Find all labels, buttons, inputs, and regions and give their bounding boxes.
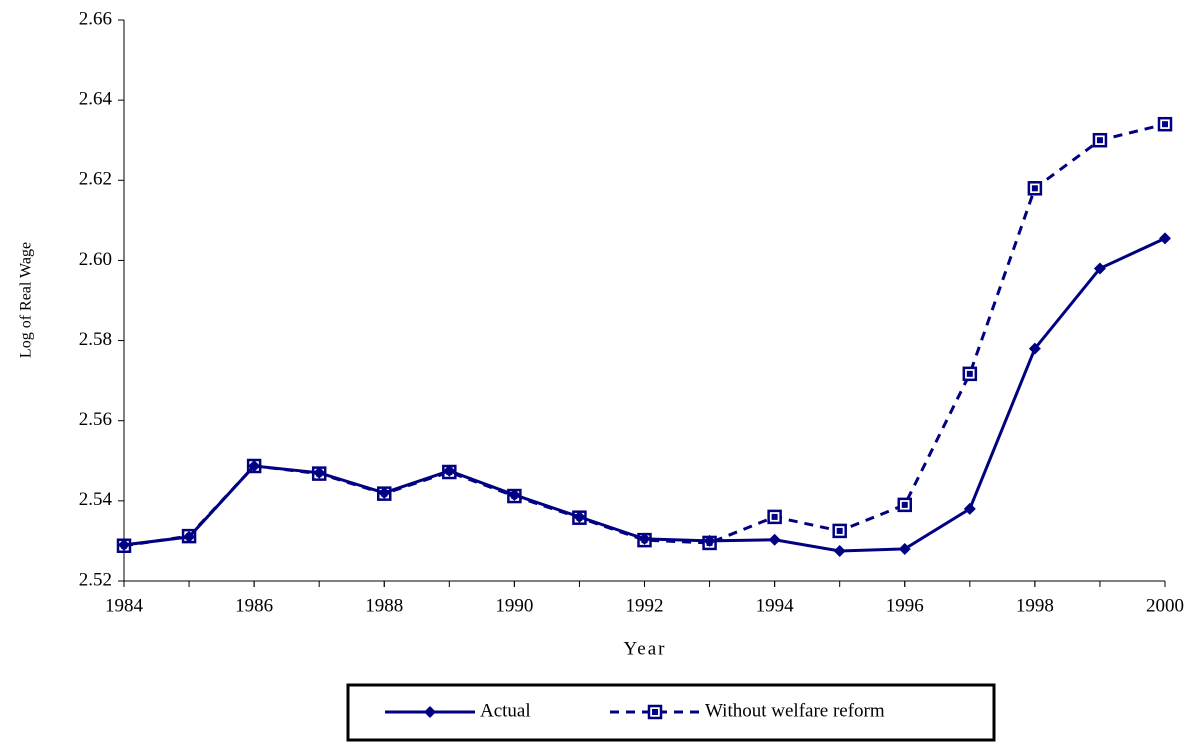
point [248,459,261,472]
y-tick-label: 2.62 [79,169,112,190]
point [768,533,781,546]
y-tick-label: 2.56 [79,409,112,430]
point-core [771,513,778,520]
x-tick-label: 1994 [756,595,795,616]
x-tick-label: 1992 [626,595,664,616]
y-tick-label: 2.58 [79,329,112,350]
point [424,706,436,718]
point-core [1031,185,1038,192]
point [833,544,846,557]
point [118,538,130,551]
x-tick-label: 1988 [365,595,403,616]
legend-box [346,683,996,742]
point-core [836,527,843,534]
x-tick-label: 1998 [1016,595,1054,616]
y-tick-label: 2.52 [79,569,112,590]
x-axis-label: Year [623,638,666,659]
point [1159,232,1171,245]
y-tick-label: 2.64 [79,89,113,110]
point [443,464,456,477]
point [898,542,911,555]
point [963,502,976,515]
x-tick-label: 1996 [886,595,924,616]
point [1028,342,1041,355]
legend-core [652,709,658,715]
point [378,486,391,499]
point-core [901,501,908,508]
point-core [1096,137,1103,144]
point [638,532,651,545]
series-line [123,237,1166,553]
x-tick-label: 1984 [105,595,144,616]
point [313,466,326,479]
y-tick-label: 2.66 [79,8,112,29]
y-axis-label: Log of Real Wage [18,242,35,358]
point [183,530,196,543]
point [1093,262,1106,275]
point [508,488,521,501]
legend-label: Actual [480,700,531,721]
point-core [966,370,973,377]
point-core [1162,121,1168,128]
point [573,510,586,523]
x-tick-label: 1990 [495,595,533,616]
x-tick-label: 2000 [1146,595,1184,616]
point [703,534,716,547]
series-line [123,122,1166,548]
legend-label: Without welfare reform [705,700,885,721]
y-tick-label: 2.60 [79,249,112,270]
y-tick-label: 2.54 [79,489,113,510]
x-tick-label: 1986 [235,595,273,616]
